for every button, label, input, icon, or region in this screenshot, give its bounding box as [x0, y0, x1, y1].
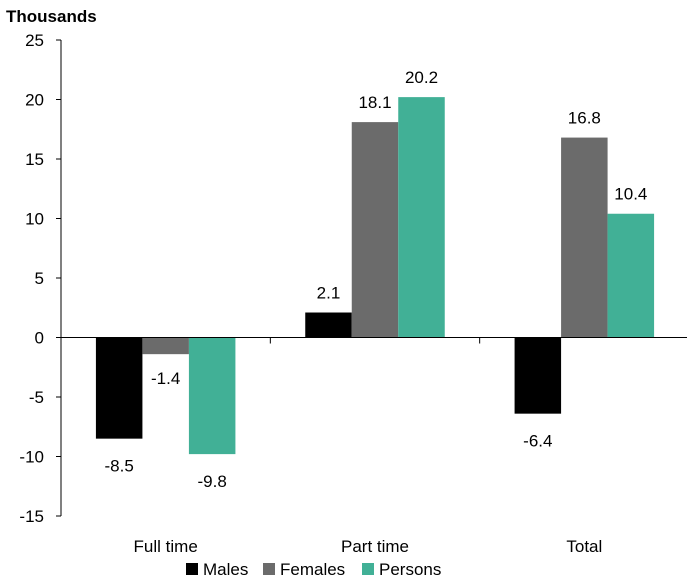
data-label: -1.4	[151, 369, 180, 388]
bar	[561, 137, 608, 338]
legend-label: Persons	[379, 560, 441, 579]
bars: -8.5 -1.4 -9.8 2.1 18.1 20.2 -6.4 16.8 10.4	[95, 68, 655, 491]
legend-label: Females	[280, 560, 345, 579]
category-label: Full time	[134, 537, 198, 556]
legend-swatch	[263, 563, 275, 575]
legend: Males Females Persons	[186, 560, 441, 579]
legend-swatch	[362, 563, 374, 575]
category-label: Part time	[341, 537, 409, 556]
data-label: 16.8	[568, 109, 601, 128]
y-tick-label: 25	[25, 31, 44, 50]
data-label: -6.4	[523, 432, 552, 451]
y-tick-label: 20	[25, 91, 44, 110]
x-axis: Full time Part time Total	[61, 337, 687, 556]
data-label: 18.1	[358, 93, 391, 112]
data-label: -8.5	[105, 457, 134, 476]
bar	[607, 213, 655, 338]
bar	[351, 122, 399, 338]
data-label: 10.4	[614, 185, 647, 204]
bar	[514, 337, 562, 414]
legend-swatch	[186, 563, 198, 575]
y-tick-label: 15	[25, 150, 44, 169]
data-label: -9.8	[198, 472, 227, 491]
y-tick-label: 10	[25, 210, 44, 229]
bar	[142, 337, 189, 355]
y-tick-label: -15	[19, 507, 44, 526]
legend-label: Males	[203, 560, 248, 579]
bar	[305, 312, 352, 338]
y-axis: 25 20 15 10 5 0 -5 -10 -15	[19, 31, 62, 526]
data-label: 20.2	[405, 68, 438, 87]
bar	[95, 337, 143, 439]
bar	[398, 97, 445, 338]
bar	[188, 337, 236, 455]
y-tick-label: 5	[35, 269, 44, 288]
unit-label: Thousands	[6, 7, 97, 26]
category-label: Total	[566, 537, 602, 556]
data-label: 2.1	[317, 284, 341, 303]
y-tick-label: -5	[29, 388, 44, 407]
y-tick-label: 0	[35, 329, 44, 348]
y-tick-label: -10	[19, 448, 44, 467]
